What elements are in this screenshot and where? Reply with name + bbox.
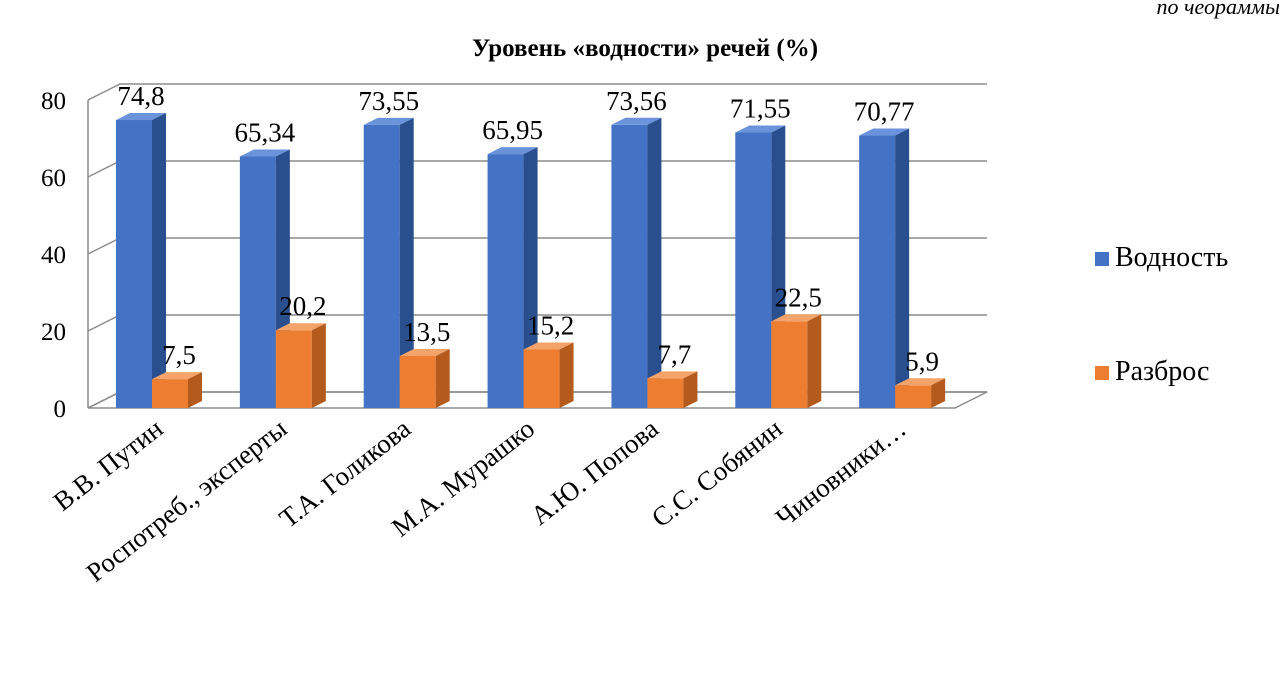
y-tick-label: 20 <box>41 319 66 346</box>
x-tick-label: В.В. Путин <box>48 413 169 517</box>
bar-vodnost <box>859 128 910 408</box>
bar-razbros <box>647 371 698 408</box>
y-tick-label: 0 <box>54 396 67 423</box>
bars <box>116 113 946 409</box>
x-tick-label: Чиновники… <box>770 413 912 533</box>
bar-razbros <box>895 378 946 408</box>
data-label-razbros: 22,5 <box>775 282 822 312</box>
x-tick-label: А.Ю. Попова <box>525 413 664 531</box>
bar-razbros <box>275 323 326 408</box>
legend-swatch <box>1095 252 1109 266</box>
data-label-razbros: 20,2 <box>279 291 326 321</box>
data-label-vodnost: 73,55 <box>358 86 419 116</box>
bar-razbros <box>399 349 450 408</box>
bar-vodnost <box>363 117 414 409</box>
bar-razbros <box>771 314 822 408</box>
gridline-80 <box>87 83 987 101</box>
data-label-razbros: 13,5 <box>403 317 450 347</box>
data-label-razbros: 5,9 <box>905 346 939 376</box>
data-label-vodnost: 65,34 <box>234 117 295 147</box>
data-label-razbros: 15,2 <box>527 310 574 340</box>
bar-vodnost <box>116 113 166 409</box>
chart-title: Уровень «водности» речей (%) <box>472 35 818 62</box>
data-labels: 74,8 7,5 65,34 20,2 73,55 13,5 65,95 15,2 73,56 7… <box>117 81 939 376</box>
legend-item-vodnost: Водность <box>1095 242 1228 273</box>
x-tick-label: С.С. Собянин <box>646 413 788 533</box>
x-tick-label: Роспотреб., эксперты <box>81 413 293 588</box>
legend-item-razbros: Разброс <box>1095 356 1209 387</box>
bar-razbros <box>152 372 202 408</box>
legend-swatch <box>1095 366 1109 380</box>
bar-vodnost <box>487 147 538 408</box>
data-label-razbros: 7,5 <box>162 340 196 370</box>
legend: Водность Разброс <box>1095 242 1228 387</box>
y-tick-label: 40 <box>41 242 66 269</box>
data-label-vodnost: 71,55 <box>730 94 791 124</box>
legend-label: Водность <box>1115 242 1228 273</box>
y-axis: 0 20 40 60 80 <box>41 88 66 423</box>
data-label-vodnost: 73,56 <box>606 86 667 116</box>
legend-label: Разброс <box>1115 356 1209 387</box>
y-tick-label: 60 <box>41 165 66 192</box>
corner-caption-fragment: по чеораммы <box>1157 0 1280 19</box>
data-label-vodnost: 65,95 <box>482 115 543 145</box>
y-tick-label: 80 <box>41 88 66 115</box>
bar-vodnost <box>611 117 662 408</box>
data-label-razbros: 7,7 <box>658 339 692 369</box>
bar-razbros <box>523 342 574 408</box>
data-label-vodnost: 70,77 <box>854 97 915 127</box>
data-label-vodnost: 74,8 <box>117 81 164 111</box>
